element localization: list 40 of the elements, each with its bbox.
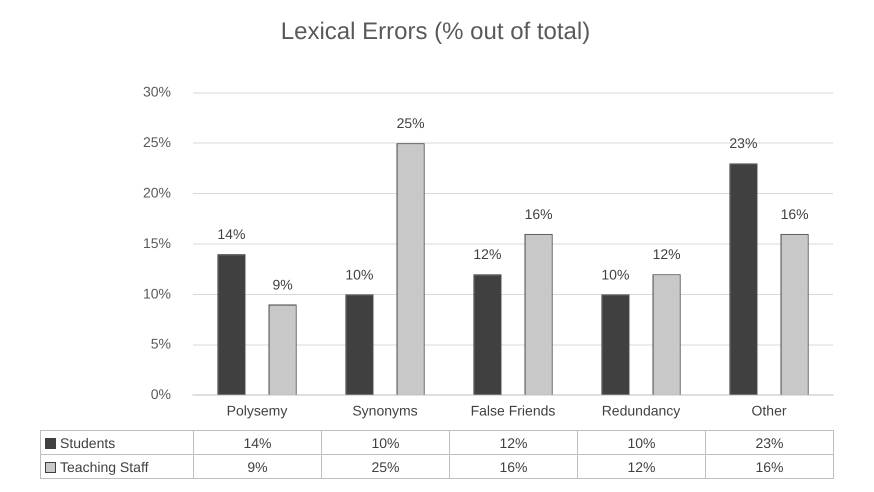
data-label: 10% bbox=[322, 430, 450, 454]
data-label: 16% bbox=[450, 454, 578, 478]
x-tick-label: False Friends bbox=[470, 402, 556, 418]
y-tick-label: 30% bbox=[142, 84, 171, 100]
y-tick-label: 15% bbox=[142, 234, 171, 251]
bar bbox=[601, 294, 630, 395]
data-label: 14% bbox=[194, 430, 322, 454]
data-label: 25% bbox=[322, 454, 450, 478]
data-label: 12% bbox=[450, 430, 578, 454]
text: 14% bbox=[217, 226, 246, 242]
legend-label: Students bbox=[60, 434, 116, 450]
y-tick-label: 0% bbox=[150, 386, 171, 402]
chart-title: Lexical Errors (% out of total) bbox=[280, 18, 590, 46]
data-label: 9% bbox=[194, 454, 322, 478]
text: 12% bbox=[473, 246, 502, 262]
text: 10% bbox=[345, 266, 374, 282]
bar bbox=[217, 254, 246, 395]
x-tick-label: Polysemy bbox=[226, 402, 288, 418]
legend-label: Teaching Staff bbox=[60, 458, 148, 474]
bar bbox=[729, 163, 758, 395]
y-tick-label: 5% bbox=[150, 336, 171, 352]
bar bbox=[473, 274, 502, 395]
data-label: 16% bbox=[706, 454, 834, 478]
data-label: 23% bbox=[706, 430, 834, 454]
text: 12% bbox=[652, 246, 681, 262]
y-tick-label: 10% bbox=[142, 285, 171, 302]
bar bbox=[345, 294, 374, 395]
text: 23% bbox=[729, 135, 758, 152]
y-tick-label: 20% bbox=[142, 184, 171, 200]
data-label: 10% bbox=[578, 430, 706, 454]
y-tick-label: 25% bbox=[142, 134, 171, 150]
text: 16% bbox=[780, 206, 809, 222]
data-label: 12% bbox=[578, 454, 706, 478]
text: 16% bbox=[524, 206, 553, 222]
x-tick-label: Redundancy bbox=[602, 402, 680, 418]
text: 10% bbox=[601, 266, 630, 282]
x-tick-label: Other bbox=[751, 402, 787, 418]
x-tick-label: Synonyms bbox=[352, 402, 418, 418]
text: 9% bbox=[272, 276, 293, 292]
text: 25% bbox=[396, 115, 425, 132]
